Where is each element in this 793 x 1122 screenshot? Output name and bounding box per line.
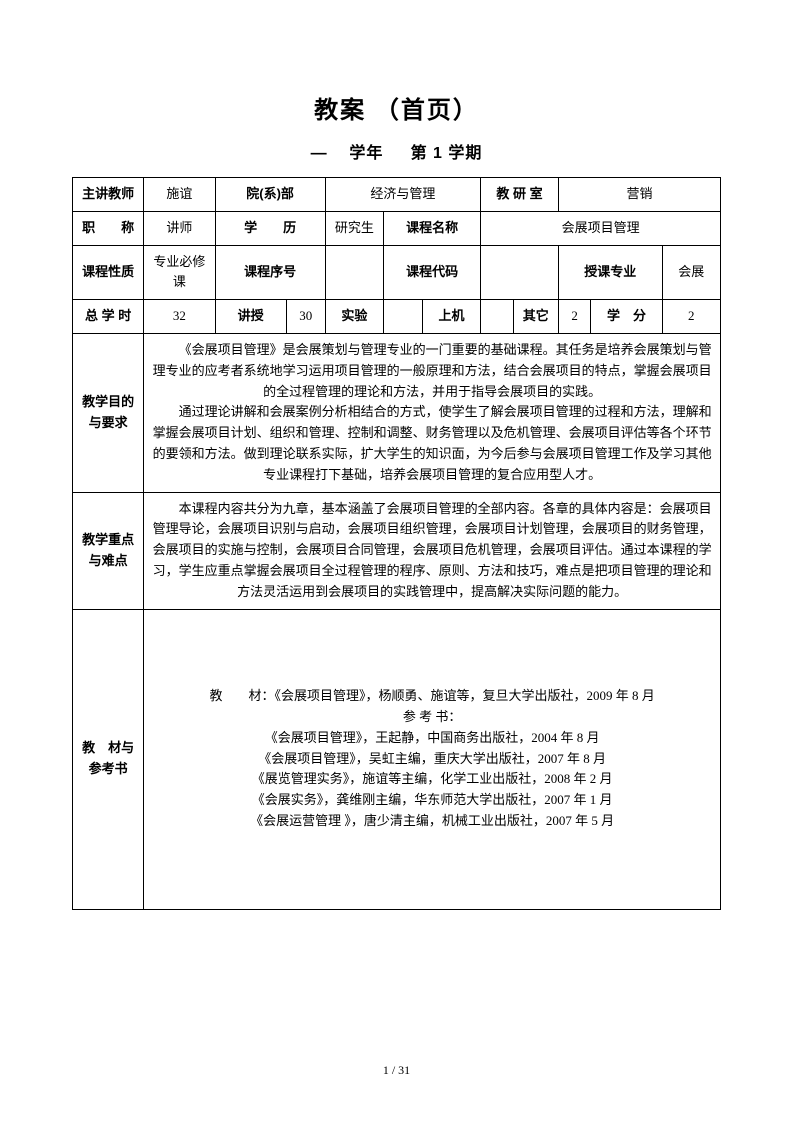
value-computer (481, 300, 513, 334)
label-title-rank: 职 称 (73, 211, 144, 245)
page-title: 教案 （首页） (72, 90, 721, 125)
label-objective: 教学目的与要求 (73, 333, 144, 492)
value-title-rank: 讲师 (144, 211, 215, 245)
textbook-line: 《会展项目管理》，王起静，中国商务出版社，2004 年 8 月 (148, 728, 716, 749)
value-credit: 2 (662, 300, 720, 334)
label-textbook: 教 材与参考书 (73, 609, 144, 909)
subtitle-prefix: — (311, 145, 328, 162)
table-row: 教 材与参考书 教 材：《会展项目管理》，杨顺勇、施谊等，复旦大学出版社，200… (73, 609, 721, 909)
value-course-name: 会展项目管理 (481, 211, 721, 245)
subtitle-semester: 第 1 学期 (411, 145, 483, 162)
label-teach-major: 授课专业 (558, 245, 662, 300)
textbook-line: 《展览管理实务》，施谊等主编，化学工业出版社，2008 年 2 月 (148, 769, 716, 790)
value-course-seq (325, 245, 383, 300)
label-course-name: 课程名称 (383, 211, 480, 245)
textbook-line: 《会展实务》，龚维刚主编，华东师范大学出版社，2007 年 1 月 (148, 790, 716, 811)
page-footer: 1 / 31 (0, 1063, 793, 1078)
label-lab: 实验 (325, 300, 383, 334)
textbook-line: 《会展运营管理 》，唐少清主编，机械工业出版社，2007 年 5 月 (148, 811, 716, 832)
objective-p1: 《会展项目管理》是会展策划与管理专业的一门重要的基础课程。其任务是培养会展策划与… (148, 340, 716, 402)
table-row: 职 称 讲师 学 历 研究生 课程名称 会展项目管理 (73, 211, 721, 245)
value-office: 营销 (558, 178, 720, 212)
label-course-code: 课程代码 (383, 245, 480, 300)
label-computer: 上机 (422, 300, 480, 334)
label-other: 其它 (513, 300, 558, 334)
table-row: 课程性质 专业必修课 课程序号 课程代码 授课专业 会展 (73, 245, 721, 300)
table-row: 主讲教师 施谊 院(系)部 经济与管理 教 研 室 营销 (73, 178, 721, 212)
objective-cell: 《会展项目管理》是会展策划与管理专业的一门重要的基础课程。其任务是培养会展策划与… (144, 333, 721, 492)
value-education: 研究生 (325, 211, 383, 245)
value-instructor: 施谊 (144, 178, 215, 212)
textbook-line: 参 考 书： (148, 707, 716, 728)
textbook-line: 《会展项目管理》，吴虹主编，重庆大学出版社，2007 年 8 月 (148, 749, 716, 770)
lesson-plan-table: 主讲教师 施谊 院(系)部 经济与管理 教 研 室 营销 职 称 讲师 学 历 … (72, 177, 721, 910)
table-row: 教学重点与难点 本课程内容共分为九章，基本涵盖了会展项目管理的全部内容。各章的具… (73, 492, 721, 609)
table-row: 总 学 时 32 讲授 30 实验 上机 其它 2 学 分 2 (73, 300, 721, 334)
label-course-seq: 课程序号 (215, 245, 325, 300)
value-other: 2 (558, 300, 590, 334)
focus-cell: 本课程内容共分为九章，基本涵盖了会展项目管理的全部内容。各章的具体内容是：会展项… (144, 492, 721, 609)
subtitle-year: 学年 (349, 145, 383, 162)
label-credit: 学 分 (591, 300, 662, 334)
page-subtitle: — 学年 第 1 学期 (72, 139, 721, 163)
value-course-nature: 专业必修课 (144, 245, 215, 300)
label-instructor: 主讲教师 (73, 178, 144, 212)
value-department: 经济与管理 (325, 178, 481, 212)
value-course-code (481, 245, 559, 300)
label-office: 教 研 室 (481, 178, 559, 212)
table-row: 教学目的与要求 《会展项目管理》是会展策划与管理专业的一门重要的基础课程。其任务… (73, 333, 721, 492)
textbook-line: 教 材：《会展项目管理》，杨顺勇、施谊等，复旦大学出版社，2009 年 8 月 (148, 686, 716, 707)
textbook-cell: 教 材：《会展项目管理》，杨顺勇、施谊等，复旦大学出版社，2009 年 8 月 … (144, 609, 721, 909)
label-course-nature: 课程性质 (73, 245, 144, 300)
label-education: 学 历 (215, 211, 325, 245)
value-teach-major: 会展 (662, 245, 720, 300)
value-total-hours: 32 (144, 300, 215, 334)
value-lab (383, 300, 422, 334)
label-department: 院(系)部 (215, 178, 325, 212)
value-lecture: 30 (286, 300, 325, 334)
label-focus: 教学重点与难点 (73, 492, 144, 609)
label-total-hours: 总 学 时 (73, 300, 144, 334)
label-lecture: 讲授 (215, 300, 286, 334)
objective-p2: 通过理论讲解和会展案例分析相结合的方式，使学生了解会展项目管理的过程和方法，理解… (148, 402, 716, 485)
focus-p1: 本课程内容共分为九章，基本涵盖了会展项目管理的全部内容。各章的具体内容是：会展项… (148, 499, 716, 603)
